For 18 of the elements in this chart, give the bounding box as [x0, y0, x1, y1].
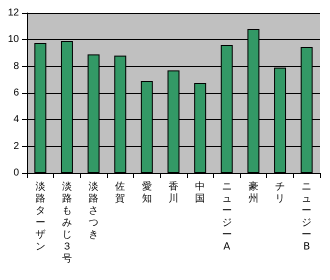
x-tick-label: 愛知	[142, 180, 152, 204]
x-tick-label: 豪州	[248, 180, 258, 204]
x-tick-label: ニュージーA	[222, 182, 232, 252]
y-tick-label: 4	[13, 114, 20, 126]
y-tick-label: 6	[13, 88, 20, 98]
x-tick-label: 佐賀	[115, 182, 126, 204]
y-tick-label: 12	[8, 8, 20, 18]
x-tick-label: ニュージーB	[302, 182, 312, 252]
x-tick-label: 淡路さつき	[88, 180, 99, 240]
y-tick-label: 10	[8, 34, 20, 46]
x-tick-label: 淡路もみじ３号	[62, 180, 72, 264]
y-tick-label: 8	[13, 60, 20, 72]
x-tick-label: チリ	[275, 182, 286, 204]
x-tick-label: 淡路ターザン	[35, 180, 46, 252]
y-tick-label: 2	[13, 140, 20, 152]
x-tick-label: 中国	[195, 180, 206, 204]
y-tick-label: 0	[13, 168, 20, 178]
x-tick-label: 香川	[168, 180, 178, 204]
